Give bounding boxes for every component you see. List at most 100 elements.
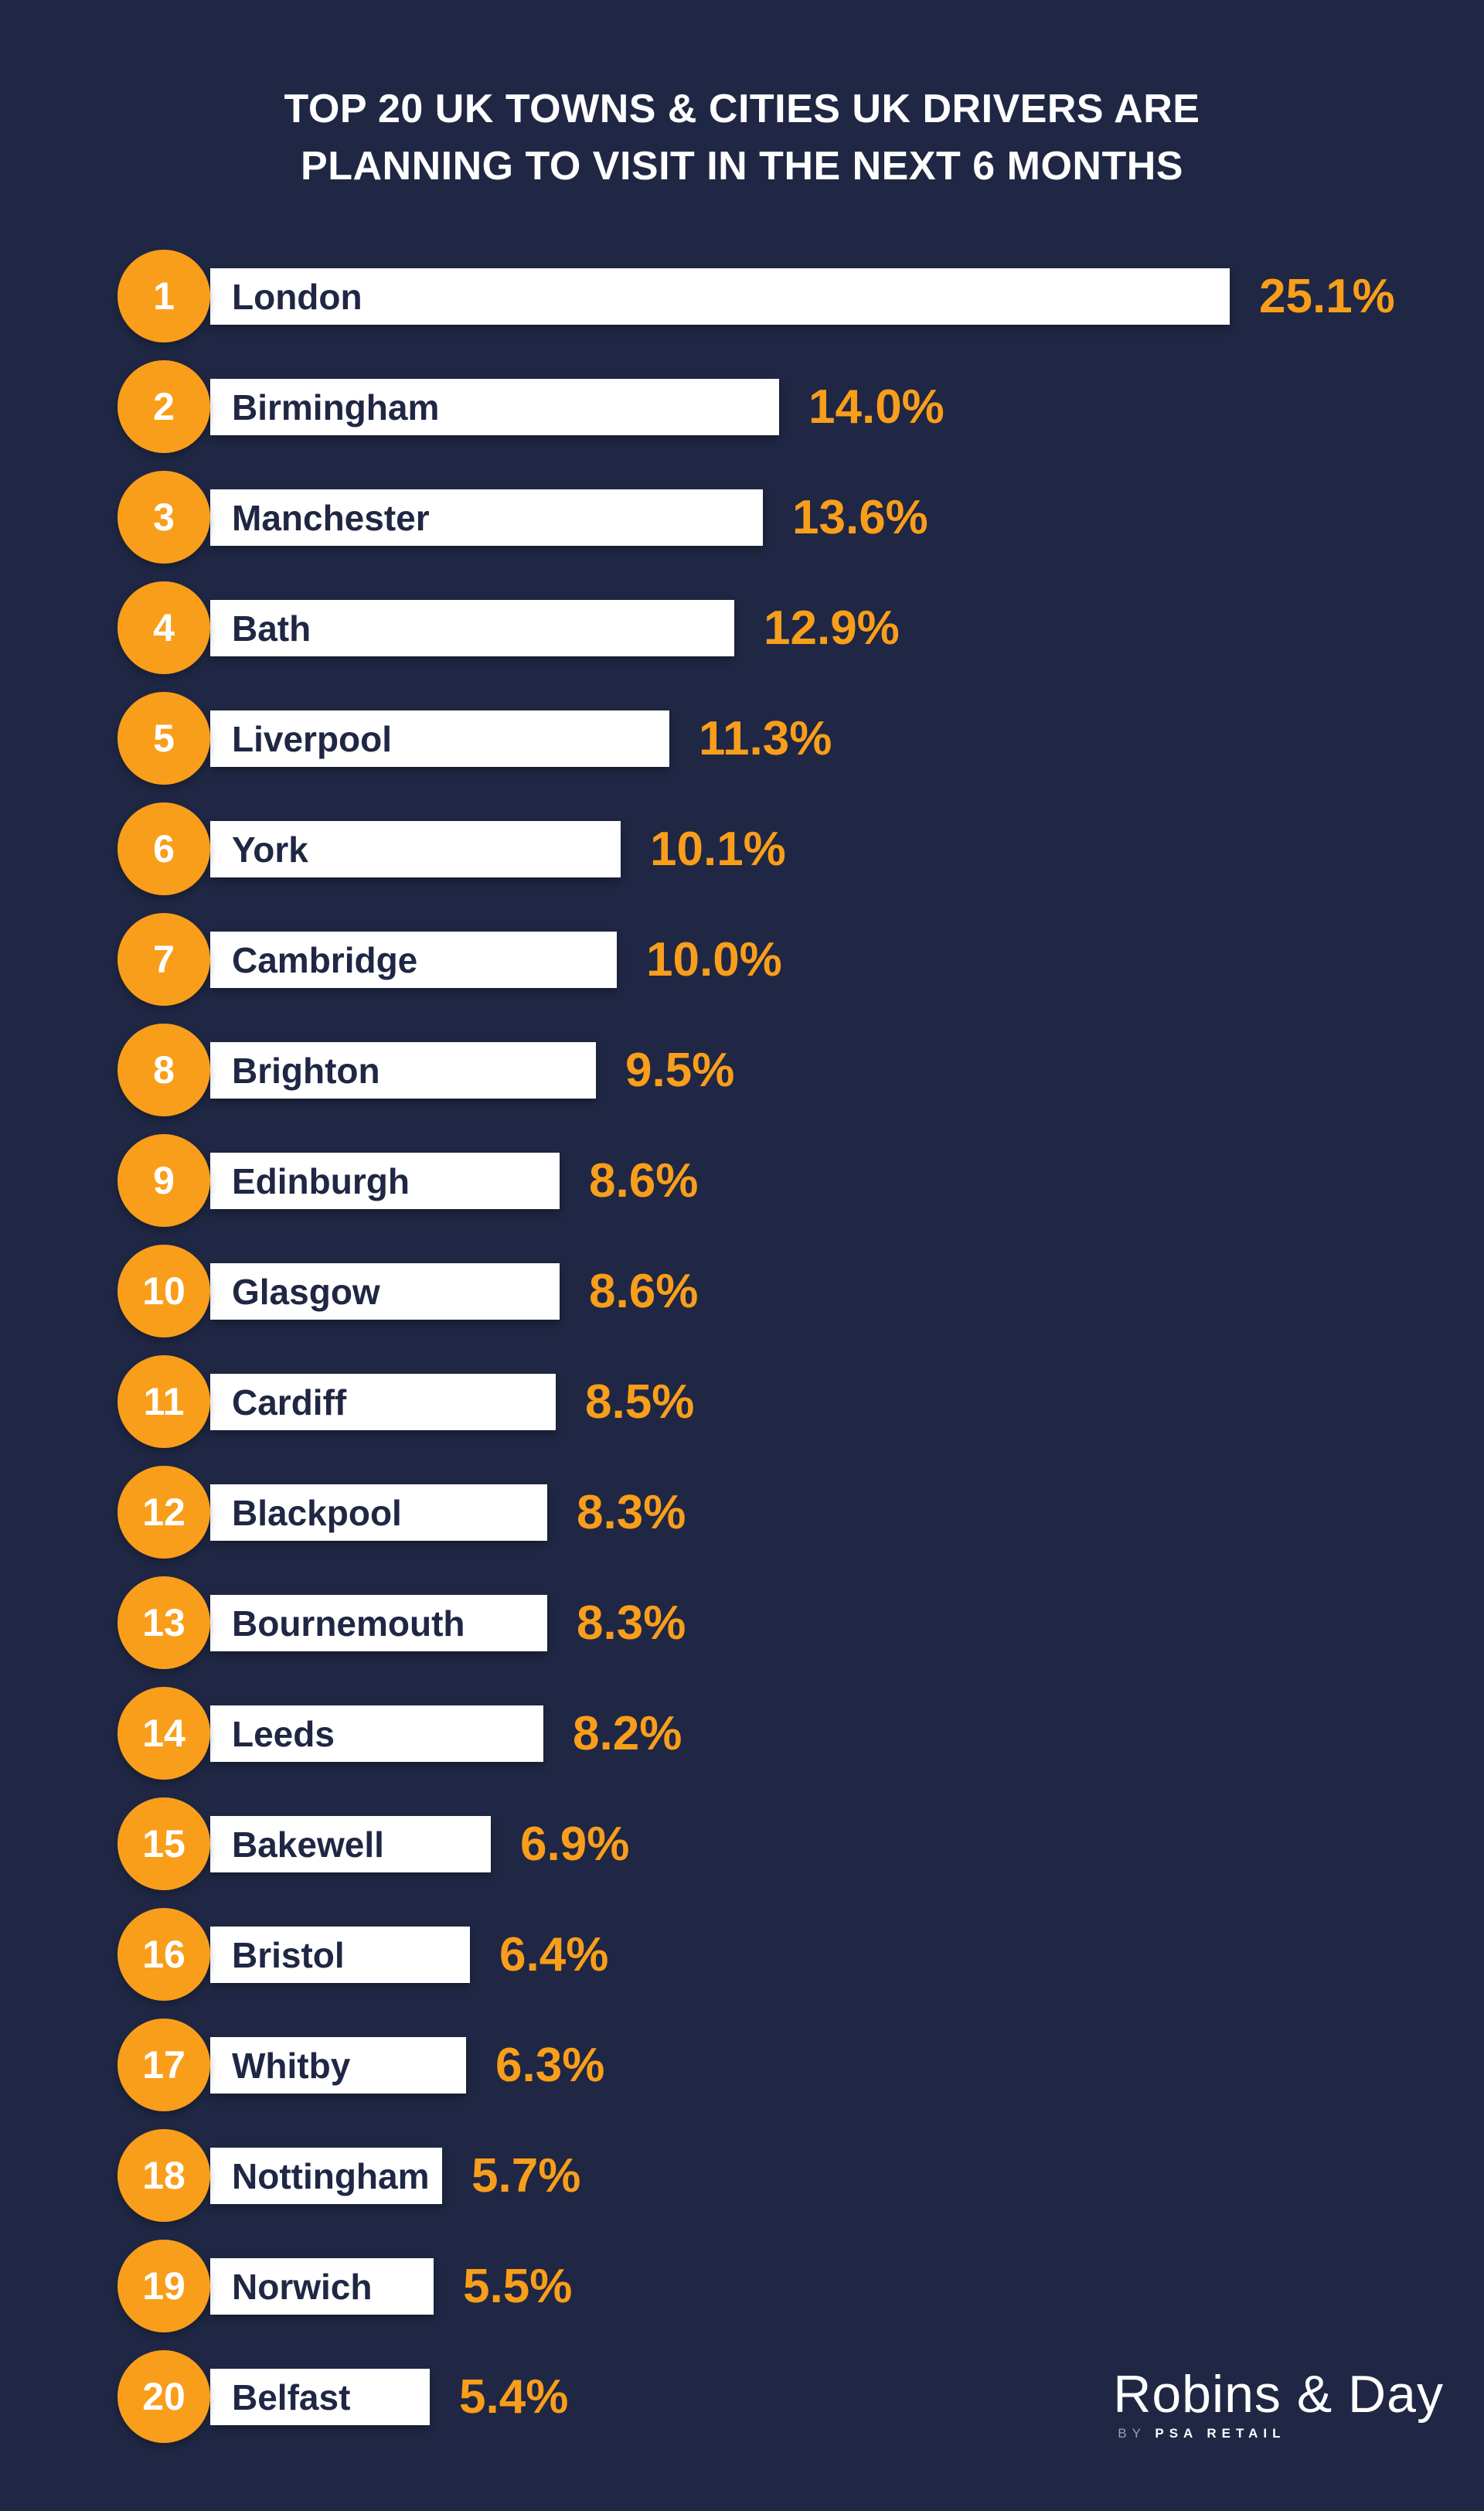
rank-badge: 5 — [117, 692, 210, 785]
city-bar: Bristol — [210, 1927, 470, 1983]
rank-badge: 8 — [117, 1024, 210, 1116]
rank-badge: 6 — [117, 802, 210, 895]
rank-badge: 14 — [117, 1687, 210, 1780]
percentage-label: 13.6% — [792, 491, 928, 544]
city-label: Edinburgh — [232, 1160, 410, 1201]
ranking-row: London 1 25.1% — [0, 241, 1484, 352]
city-bar: Bakewell — [210, 1816, 491, 1872]
rank-badge: 20 — [117, 2350, 210, 2443]
percentage-label: 8.2% — [573, 1707, 682, 1760]
city-bar: Birmingham — [210, 379, 779, 435]
percentage-label: 5.4% — [459, 2370, 569, 2424]
rank-badge: 16 — [117, 1908, 210, 2001]
ranking-row: Edinburgh 9 8.6% — [0, 1126, 1484, 1236]
ranking-row: Brighton 8 9.5% — [0, 1015, 1484, 1126]
city-label: London — [232, 276, 362, 317]
ranking-row: Liverpool 5 11.3% — [0, 683, 1484, 794]
ranking-row: Birmingham 2 14.0% — [0, 352, 1484, 462]
percentage-label: 8.3% — [577, 1486, 686, 1539]
rank-badge: 3 — [117, 471, 210, 564]
rank-number: 10 — [142, 1269, 186, 1313]
ranking-row: York 6 10.1% — [0, 794, 1484, 905]
city-bar: Bath — [210, 600, 734, 656]
city-label: Cambridge — [232, 939, 418, 980]
city-bar: Edinburgh — [210, 1153, 560, 1209]
rank-number: 3 — [153, 496, 175, 539]
city-bar: London — [210, 268, 1230, 325]
city-label: Whitby — [232, 2045, 351, 2086]
city-label: Belfast — [232, 2376, 351, 2417]
rank-number: 13 — [142, 1601, 186, 1644]
rank-number: 19 — [142, 2264, 186, 2308]
ranking-row: Cardiff 11 8.5% — [0, 1347, 1484, 1457]
rank-number: 17 — [142, 2043, 186, 2087]
ranking-row: Cambridge 7 10.0% — [0, 905, 1484, 1015]
rank-badge: 12 — [117, 1466, 210, 1559]
rank-number: 9 — [153, 1159, 175, 1202]
city-bar: Cambridge — [210, 932, 617, 988]
logo-tagline-psa: PSA RETAIL — [1155, 2426, 1286, 2441]
city-label: Brighton — [232, 1050, 380, 1091]
city-bar: Norwich — [210, 2258, 434, 2315]
robins-and-day-logo: Robins & Day BY PSA RETAIL — [1113, 2368, 1444, 2440]
city-label: Cardiff — [232, 1382, 347, 1422]
percentage-label: 8.6% — [589, 1265, 699, 1318]
city-label: Nottingham — [232, 2155, 430, 2196]
ranking-row: Bakewell 15 6.9% — [0, 1789, 1484, 1899]
percentage-label: 8.5% — [585, 1375, 695, 1429]
rank-number: 14 — [142, 1712, 186, 1755]
rank-badge: 9 — [117, 1134, 210, 1227]
page-title-line1: TOP 20 UK TOWNS & CITIES UK DRIVERS ARE — [284, 87, 1200, 131]
city-bar: Whitby — [210, 2037, 466, 2094]
city-label: York — [232, 829, 308, 870]
ranking-row: Whitby 17 6.3% — [0, 2010, 1484, 2121]
ranking-row: Bristol 16 6.4% — [0, 1899, 1484, 2010]
percentage-label: 9.5% — [625, 1044, 735, 1097]
ranking-row: Bournemouth 13 8.3% — [0, 1568, 1484, 1678]
logo-wordmark: Robins & Day — [1113, 2365, 1444, 2424]
city-bar: Bournemouth — [210, 1595, 547, 1651]
ranking-row: Manchester 3 13.6% — [0, 462, 1484, 573]
rank-number: 5 — [153, 717, 175, 760]
ranking-row: Bath 4 12.9% — [0, 573, 1484, 683]
rank-badge: 17 — [117, 2019, 210, 2111]
rank-number: 11 — [143, 1380, 185, 1423]
rank-number: 15 — [142, 1822, 186, 1865]
city-label: Bakewell — [232, 1824, 384, 1865]
percentage-label: 5.5% — [463, 2260, 573, 2313]
city-bar: Cardiff — [210, 1374, 556, 1430]
ranking-row: Blackpool 12 8.3% — [0, 1457, 1484, 1568]
city-bar: Manchester — [210, 489, 763, 546]
rank-number: 18 — [142, 2154, 186, 2197]
rank-number: 4 — [153, 606, 175, 649]
city-bar: Brighton — [210, 1042, 596, 1099]
rank-number: 7 — [153, 938, 175, 981]
percentage-label: 5.7% — [471, 2149, 581, 2203]
percentage-label: 10.0% — [646, 933, 782, 986]
rank-badge: 15 — [117, 1797, 210, 1890]
rank-number: 16 — [142, 1933, 186, 1976]
percentage-label: 8.6% — [589, 1154, 699, 1208]
percentage-label: 14.0% — [808, 380, 945, 434]
ranking-row: Glasgow 10 8.6% — [0, 1236, 1484, 1347]
city-label: Manchester — [232, 497, 430, 538]
city-bar: Glasgow — [210, 1263, 560, 1320]
city-label: Liverpool — [232, 718, 393, 759]
rank-number: 12 — [142, 1491, 186, 1534]
city-bar: York — [210, 821, 621, 877]
page-title: TOP 20 UK TOWNS & CITIES UK DRIVERS ARE … — [0, 80, 1484, 195]
city-bar: Leeds — [210, 1705, 543, 1762]
rank-number: 8 — [153, 1048, 175, 1092]
percentage-label: 6.3% — [495, 2039, 605, 2092]
page-title-line2: PLANNING TO VISIT IN THE NEXT 6 MONTHS — [301, 144, 1183, 189]
city-bar: Blackpool — [210, 1484, 547, 1541]
rank-badge: 7 — [117, 913, 210, 1006]
percentage-label: 6.4% — [499, 1928, 609, 1981]
rank-number: 2 — [153, 385, 175, 428]
rank-number: 1 — [153, 274, 175, 318]
percentage-label: 10.1% — [650, 823, 786, 876]
ranking-row: Norwich 19 5.5% — [0, 2231, 1484, 2342]
rank-badge: 1 — [117, 250, 210, 342]
ranking-row: Belfast 20 5.4% — [0, 2342, 1484, 2452]
rank-number: 20 — [142, 2375, 186, 2418]
